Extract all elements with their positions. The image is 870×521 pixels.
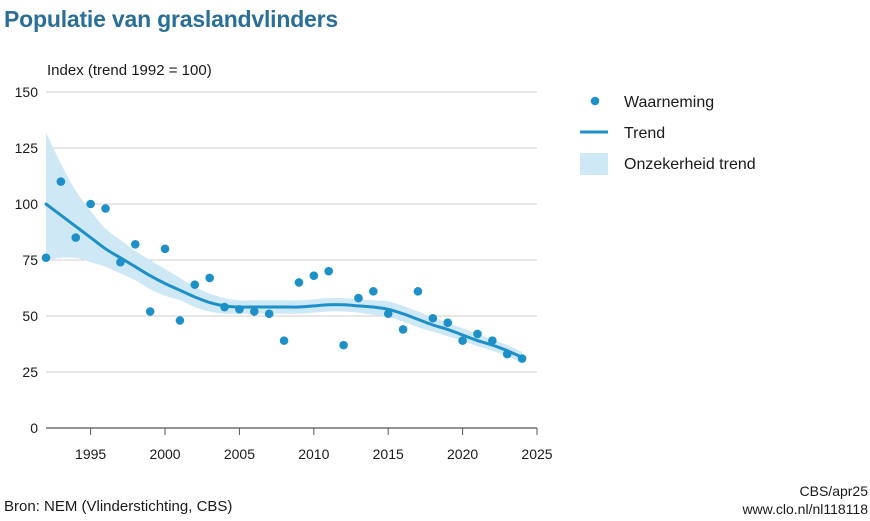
data-point-1997 — [116, 257, 125, 267]
x-tick-label: 2015 — [373, 446, 404, 462]
data-point-1992 — [41, 253, 51, 263]
legend-marker-waarneming — [590, 96, 600, 106]
data-point-2017 — [413, 287, 423, 296]
data-point-2021 — [473, 329, 482, 339]
y-tick-label: 0 — [30, 420, 38, 436]
x-tick-label: 2025 — [521, 446, 552, 462]
y-tick-label: 25 — [22, 364, 38, 380]
grid-lines — [46, 91, 537, 429]
credit-note: CBS/apr25 www.clo.nl/nl118118 — [742, 482, 868, 518]
credit-line-2: www.clo.nl/nl118118 — [742, 501, 868, 517]
x-axis: 1995 2000 2005 2010 2015 2020 2025 — [75, 428, 553, 462]
x-tick-label: 2005 — [224, 446, 255, 462]
data-point-2008 — [279, 336, 289, 345]
data-point-2020 — [458, 336, 467, 345]
source-note: Bron: NEM (Vlinderstichting, CBS) — [4, 498, 233, 515]
data-point-2014 — [369, 287, 378, 296]
data-point-2019 — [443, 318, 453, 328]
legend-label-band: Onzekerheid trend — [624, 156, 756, 173]
data-point-2003 — [205, 273, 214, 283]
data-point-2012 — [339, 340, 348, 350]
data-point-2023 — [502, 349, 512, 359]
legend-label-trend: Trend — [624, 125, 665, 142]
y-tick-label: 150 — [15, 84, 39, 100]
data-point-2001 — [175, 316, 185, 325]
observation-points-layer — [41, 177, 527, 363]
data-point-1995 — [86, 199, 95, 209]
data-point-2016 — [398, 325, 408, 334]
uncertainty-band-layer — [46, 132, 523, 363]
y-tick-label: 125 — [15, 140, 39, 156]
data-point-1993 — [56, 177, 66, 186]
data-point-2004 — [220, 302, 229, 312]
data-point-2011 — [324, 266, 333, 276]
x-tick-label: 2020 — [447, 446, 478, 462]
legend-label-waarneming: Waarneming — [624, 94, 714, 111]
chart-title: Populatie van graslandvlinders — [4, 6, 338, 32]
y-tick-label: 75 — [22, 252, 38, 268]
data-point-2022 — [488, 336, 497, 345]
x-tick-label: 1995 — [75, 446, 106, 462]
data-point-2009 — [294, 278, 304, 287]
data-point-1998 — [130, 240, 140, 249]
data-point-2002 — [190, 280, 200, 289]
y-tick-label: 50 — [22, 308, 38, 324]
data-point-2013 — [354, 293, 363, 303]
legend: Waarneming Trend Onzekerheid trend — [580, 94, 756, 175]
data-point-1996 — [101, 204, 110, 213]
legend-marker-band — [580, 153, 608, 175]
data-point-2006 — [250, 307, 259, 316]
data-point-2015 — [383, 309, 393, 319]
data-point-2018 — [428, 313, 438, 323]
data-point-1994 — [71, 233, 81, 242]
data-point-2024 — [517, 354, 527, 363]
data-point-2010 — [309, 271, 319, 280]
trend-line-layer — [44, 202, 524, 359]
data-point-2000 — [160, 244, 170, 254]
y-axis-ticks: 0 25 50 75 100 125 150 — [15, 84, 39, 436]
uncertainty-band — [46, 132, 523, 363]
x-tick-label: 2000 — [149, 446, 180, 462]
y-axis-label: Index (trend 1992 = 100) — [47, 62, 212, 79]
trend-line — [44, 202, 524, 359]
data-point-2007 — [264, 309, 274, 319]
data-point-1999 — [145, 307, 155, 316]
data-point-2005 — [235, 304, 244, 314]
y-tick-label: 100 — [15, 196, 39, 212]
credit-line-1: CBS/apr25 — [799, 483, 868, 499]
x-tick-label: 2010 — [298, 446, 329, 462]
